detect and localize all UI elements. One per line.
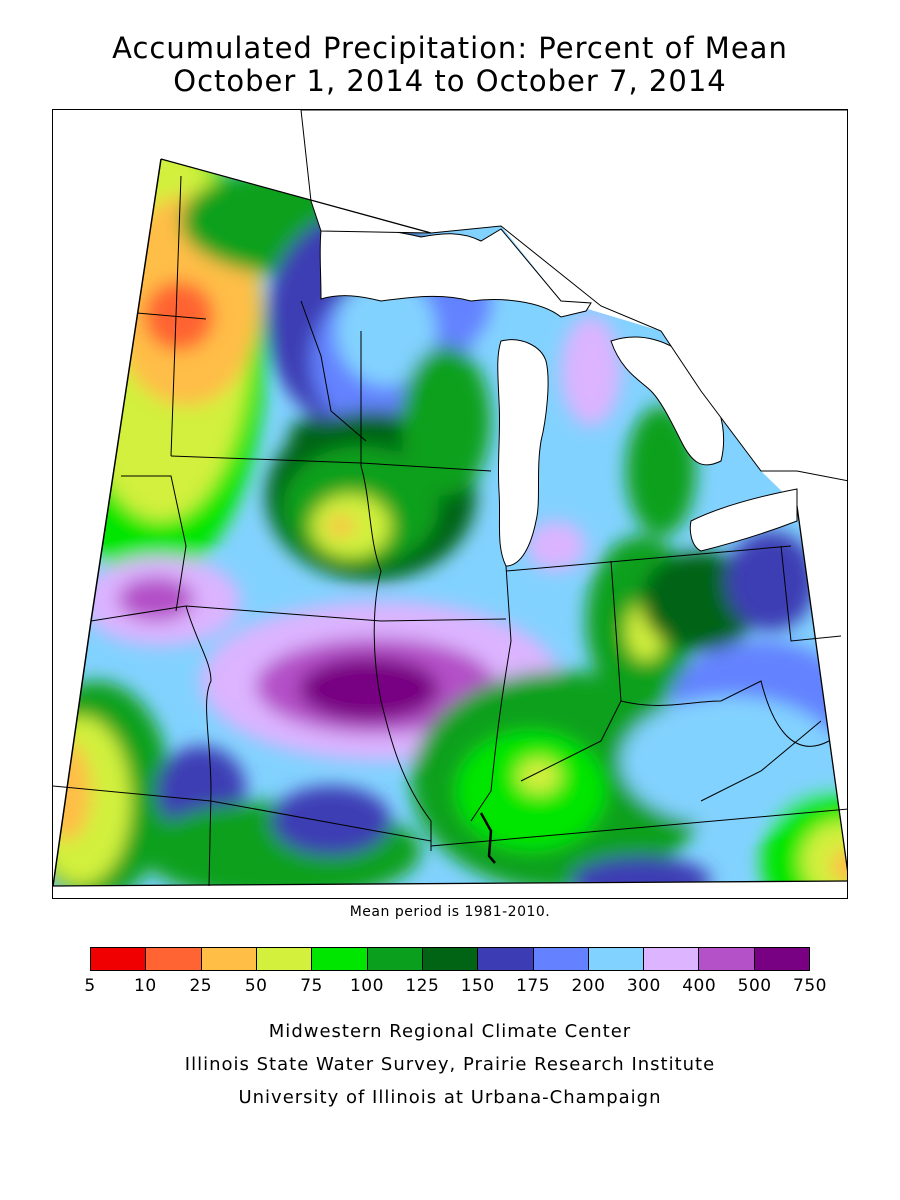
state-boundaries xyxy=(53,158,847,887)
precip-zone xyxy=(401,346,491,496)
canada-land xyxy=(300,110,847,482)
legend-tick-label: 200 xyxy=(571,976,606,996)
legend-swatch xyxy=(146,948,202,970)
legend-tick-label: 175 xyxy=(516,976,551,996)
lake-superior xyxy=(319,227,592,318)
legend-tick-labels: 5 10 25 50 75 100 125 150 175 200 300 400 500 750 xyxy=(84,976,826,1000)
legend-tick-label: 100 xyxy=(349,976,384,996)
legend-swatch xyxy=(312,948,368,970)
lake-michigan xyxy=(497,339,549,567)
legend-tick-label: 150 xyxy=(460,976,495,996)
great-lakes xyxy=(300,110,847,567)
credit-center: Midwestern Regional Climate Center xyxy=(268,1021,632,1042)
precip-zone xyxy=(561,316,621,426)
legend-swatch xyxy=(422,948,479,970)
legend-tick-label: 125 xyxy=(405,976,440,996)
legend-swatch xyxy=(256,948,313,970)
legend-tick-label: 300 xyxy=(626,976,661,996)
precip-zone xyxy=(271,786,391,856)
legend-tick-label: 10 xyxy=(134,976,157,996)
map-date-range: October 1, 2014 to October 7, 2014 xyxy=(173,64,727,98)
legend-tick-label: 50 xyxy=(244,976,268,996)
precip-zone xyxy=(118,577,194,621)
legend-swatch xyxy=(201,948,257,970)
legend-swatch xyxy=(754,948,810,970)
lake-erie xyxy=(689,488,798,552)
color-legend xyxy=(90,947,810,971)
legend-tick-label: 75 xyxy=(300,976,323,996)
legend-tick-label: 400 xyxy=(682,976,717,996)
precip-zone xyxy=(289,418,333,454)
precip-zone xyxy=(517,758,561,794)
legend-swatch xyxy=(478,948,534,970)
legend-tick-label: 750 xyxy=(793,976,827,996)
precip-zone xyxy=(726,531,816,631)
precip-zone xyxy=(641,716,801,806)
precip-zone xyxy=(831,848,847,884)
precip-zone xyxy=(571,856,711,886)
legend-swatch xyxy=(699,948,755,970)
map-title: Accumulated Precipitation: Percent of Me… xyxy=(112,31,788,65)
legend-swatch xyxy=(533,948,589,970)
credit-survey: Illinois State Water Survey, Prairie Res… xyxy=(184,1054,716,1075)
map-canvas xyxy=(53,110,847,887)
legend-swatch xyxy=(588,948,645,970)
precip-zone xyxy=(626,406,696,536)
precip-zone xyxy=(526,521,586,571)
precip-zone xyxy=(299,657,439,721)
legend-tick-label: 5 xyxy=(84,976,96,996)
mean-period-note: Mean period is 1981-2010. xyxy=(349,904,551,920)
legend-tick-label: 25 xyxy=(189,976,213,996)
legend-swatch xyxy=(367,948,423,970)
legend-tick-label: 500 xyxy=(737,976,772,996)
legend-swatch xyxy=(91,948,147,970)
precip-zone xyxy=(144,281,214,351)
precipitation-map xyxy=(52,109,848,899)
precip-zone xyxy=(327,516,355,536)
legend-swatch xyxy=(644,948,700,970)
credit-university: University of Illinois at Urbana-Champai… xyxy=(238,1087,662,1108)
